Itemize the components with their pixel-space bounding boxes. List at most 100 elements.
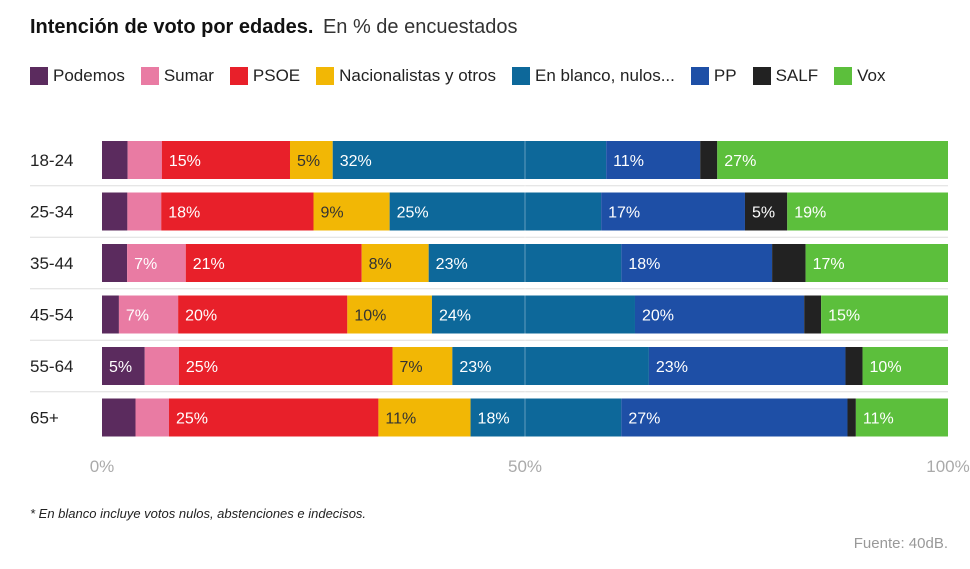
data-label: 5% (752, 205, 775, 222)
bar-segment (118, 295, 179, 334)
chart-title: Intención de voto por edades. (30, 16, 314, 38)
bar-segment (634, 295, 805, 334)
bar-segment (606, 141, 701, 179)
bar-segment (431, 295, 635, 334)
category-label: 35-44 (30, 254, 73, 273)
data-label: 5% (297, 153, 320, 170)
bar-segment (787, 192, 948, 231)
data-label: 9% (321, 205, 344, 222)
data-label: 17% (813, 256, 845, 273)
legend-item: PSOE (229, 66, 301, 86)
data-label: 11% (613, 153, 644, 170)
data-label: 27% (724, 153, 756, 170)
legend: Podemos Sumar PSOE Nacionalistas y otros En … (30, 66, 950, 95)
bar-segment (127, 192, 162, 231)
source-note: Fuente: 40dB. (853, 535, 948, 552)
legend-swatch (30, 67, 48, 85)
legend-swatch (834, 67, 853, 85)
data-label: 27% (628, 411, 660, 428)
legend-swatch (316, 67, 335, 85)
bar-segment (127, 244, 186, 282)
data-label: 19% (794, 205, 826, 222)
data-label: 32% (340, 153, 372, 170)
tick-label: 50% (508, 457, 542, 476)
bar-segment (621, 244, 773, 282)
bar-segment (178, 347, 393, 385)
bar-segment (313, 192, 390, 231)
bar-segment (332, 141, 607, 179)
data-label: 10% (870, 359, 902, 376)
legend-label: Nacionalistas y otros (339, 66, 496, 85)
bar-segment (648, 347, 846, 385)
chart-subtitle: En % de encuestados (322, 16, 518, 38)
stacked-bar-chart: 18-24 15% 5% 32% 11% 27% 25-34 18% 9% 25% 17% 5% 19%… (30, 141, 970, 476)
data-label: 5% (109, 359, 132, 376)
data-label: 23% (436, 256, 468, 273)
bar-segment (847, 398, 856, 437)
data-label: 18% (168, 205, 200, 222)
legend-item: Sumar (140, 66, 214, 86)
legend-item: SALF (752, 66, 819, 86)
legend-swatch (512, 67, 530, 85)
bar-segment (161, 192, 314, 231)
category-label: 55-64 (30, 357, 73, 376)
data-label: 23% (459, 359, 491, 376)
bar-segment (169, 398, 379, 437)
bar-segment (102, 398, 136, 437)
data-label: 18% (478, 411, 510, 428)
legend-label: En blanco, nulos... (535, 66, 675, 85)
legend-label: Sumar (163, 66, 214, 85)
bar-segment (102, 244, 128, 282)
legend-label: SALF (775, 66, 819, 85)
data-label: 10% (354, 308, 386, 325)
bar-segment (845, 347, 863, 385)
data-label: 18% (628, 256, 660, 273)
data-label: 21% (193, 256, 225, 273)
bar-segment (290, 141, 333, 179)
data-label: 11% (863, 411, 894, 428)
chart-heading: Intención de voto por edades. En % de en… (30, 16, 518, 39)
data-label: 8% (369, 256, 392, 273)
legend-swatch (690, 67, 709, 85)
bar-segment (452, 347, 649, 385)
legend-label: PSOE (252, 66, 301, 85)
legend-swatch (752, 67, 771, 85)
bar-segment (347, 295, 432, 334)
bar-segment (392, 347, 453, 385)
bar-segment (161, 141, 290, 179)
bar-segment (855, 398, 948, 437)
tick-label: 0% (90, 457, 115, 476)
data-label: 7% (134, 256, 157, 273)
bar-segment (127, 141, 162, 179)
bar-segment (185, 244, 362, 282)
data-label: 15% (828, 308, 860, 325)
bar-segment (389, 192, 602, 231)
data-label: 20% (185, 308, 217, 325)
data-label: 23% (656, 359, 688, 376)
bar-segment (621, 398, 848, 437)
legend-item: Podemos (30, 66, 125, 86)
bar-segment (144, 347, 179, 385)
data-label: 24% (439, 308, 471, 325)
bar-segment (135, 398, 170, 437)
category-label: 45-54 (30, 306, 73, 325)
legend-swatch (229, 67, 248, 85)
bar-segment (700, 141, 718, 179)
data-label: 7% (126, 308, 149, 325)
data-label: 25% (176, 411, 208, 428)
bar-segment (772, 244, 806, 282)
bar-segment (744, 192, 788, 231)
bar-segment (378, 398, 471, 437)
legend-item: PP (690, 66, 737, 86)
legend-label: Podemos (53, 66, 125, 85)
tick-label: 100% (926, 457, 969, 476)
bar-segment (717, 141, 948, 179)
data-label: 25% (397, 205, 429, 222)
bar-segment (102, 295, 119, 334)
bar-segment (102, 347, 145, 385)
bar-segment (862, 347, 948, 385)
bar-segment (361, 244, 429, 282)
bar-segment (821, 295, 948, 334)
legend-item: Vox (834, 66, 885, 86)
data-label: 25% (186, 359, 218, 376)
